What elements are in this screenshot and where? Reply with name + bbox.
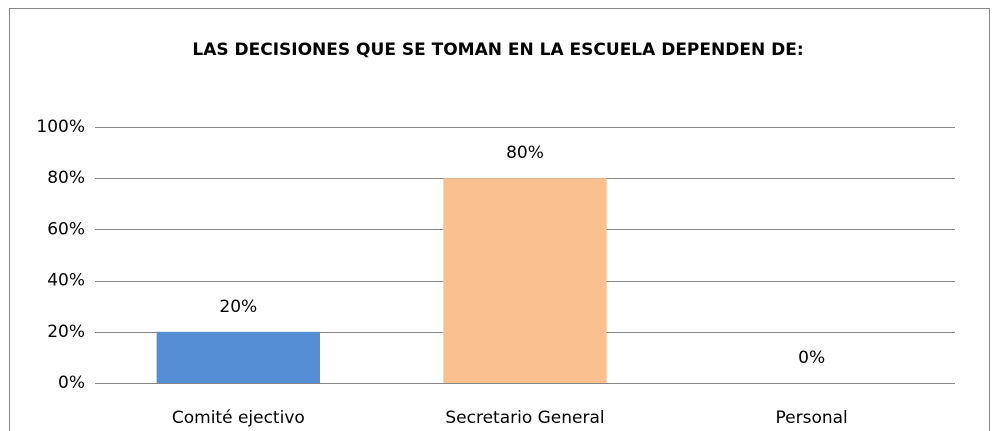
bar bbox=[156, 331, 321, 383]
x-tick-label: Secretario General bbox=[445, 408, 604, 428]
bar bbox=[443, 178, 607, 383]
x-tick-label: Personal bbox=[776, 408, 848, 428]
value-label: 20% bbox=[219, 297, 257, 317]
value-label: 80% bbox=[506, 143, 544, 163]
x-tick-label: Comité ejectivo bbox=[172, 408, 305, 428]
value-label: 0% bbox=[798, 348, 825, 368]
y-tick-label: 100% bbox=[36, 117, 85, 137]
y-tick-label: 0% bbox=[58, 373, 85, 393]
y-tick-label: 80% bbox=[47, 168, 85, 188]
y-tick-label: 40% bbox=[47, 271, 85, 291]
chart-title: LAS DECISIONES QUE SE TOMAN EN LA ESCUEL… bbox=[192, 40, 803, 60]
y-tick-label: 20% bbox=[47, 322, 85, 342]
y-tick-label: 60% bbox=[47, 219, 85, 239]
